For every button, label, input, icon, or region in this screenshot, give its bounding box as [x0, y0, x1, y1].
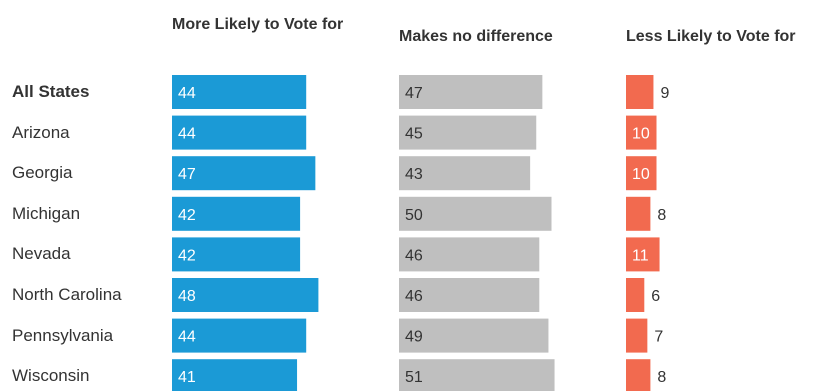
- bar-more-likely: [172, 196, 301, 231]
- bar-less-likely: [626, 75, 654, 109]
- data-label-no-difference: 46: [405, 288, 423, 305]
- row-label: Georgia: [12, 163, 73, 183]
- data-label-no-difference: 49: [405, 329, 423, 346]
- bar-no-difference: [399, 156, 531, 191]
- bar-no-difference: [399, 278, 540, 312]
- bar-no-difference: [399, 318, 549, 353]
- bar-no-difference: [399, 196, 552, 231]
- bar-no-difference: [399, 75, 543, 109]
- data-label-no-difference: 47: [405, 85, 423, 102]
- data-label-more-likely: 42: [178, 207, 196, 224]
- data-label-less-likely: 10: [632, 126, 650, 143]
- bar-more-likely: [172, 115, 307, 150]
- data-label-more-likely: 47: [178, 166, 196, 183]
- data-label-less-likely: 10: [632, 166, 650, 183]
- bar-less-likely: [626, 278, 645, 312]
- data-label-more-likely: 44: [178, 329, 196, 346]
- data-label-no-difference: 45: [405, 126, 423, 143]
- data-label-more-likely: 42: [178, 247, 196, 264]
- column-header-more-likely: More Likely to Vote for: [172, 16, 344, 33]
- bar-more-likely: [172, 75, 307, 109]
- bar-no-difference: [399, 359, 555, 391]
- row-label: All States: [12, 82, 90, 101]
- data-label-no-difference: 46: [405, 247, 423, 264]
- data-label-more-likely: 41: [178, 369, 196, 386]
- column-header-no-difference: Makes no difference: [399, 28, 553, 45]
- bar-more-likely: [172, 278, 319, 312]
- column-header-less-likely: Less Likely to Vote for: [626, 28, 796, 45]
- bar-no-difference: [399, 115, 537, 150]
- data-label-less-likely: 9: [660, 85, 669, 102]
- row-label: North Carolina: [12, 285, 122, 304]
- row-label: Michigan: [12, 203, 81, 223]
- data-label-less-likely: 11: [632, 247, 649, 264]
- bar-more-likely: [172, 318, 307, 353]
- data-label-less-likely: 8: [657, 369, 666, 386]
- bar-less-likely: [626, 156, 657, 191]
- data-label-more-likely: 44: [178, 126, 196, 143]
- bar-no-difference: [399, 237, 540, 272]
- row-label: Wisconsin: [12, 366, 90, 386]
- data-label-no-difference: 51: [405, 369, 423, 386]
- bar-less-likely: [626, 359, 651, 391]
- bar-less-likely: [626, 115, 657, 150]
- bar-less-likely: [626, 196, 651, 231]
- data-label-less-likely: 6: [651, 288, 660, 305]
- data-label-no-difference: 43: [405, 166, 423, 183]
- bar-less-likely: [626, 237, 660, 272]
- data-label-more-likely: 48: [178, 288, 196, 305]
- data-label-no-difference: 50: [405, 207, 423, 224]
- data-label-less-likely: 7: [654, 329, 663, 346]
- bar-more-likely: [172, 359, 298, 391]
- row-label: Pennsylvania: [12, 325, 114, 345]
- bar-more-likely: [172, 237, 301, 272]
- row-label: Nevada: [12, 244, 71, 264]
- data-label-less-likely: 8: [657, 207, 666, 224]
- bar-less-likely: [626, 318, 648, 353]
- row-label: Arizona: [12, 122, 70, 142]
- bar-more-likely: [172, 156, 316, 191]
- data-label-more-likely: 44: [178, 85, 196, 102]
